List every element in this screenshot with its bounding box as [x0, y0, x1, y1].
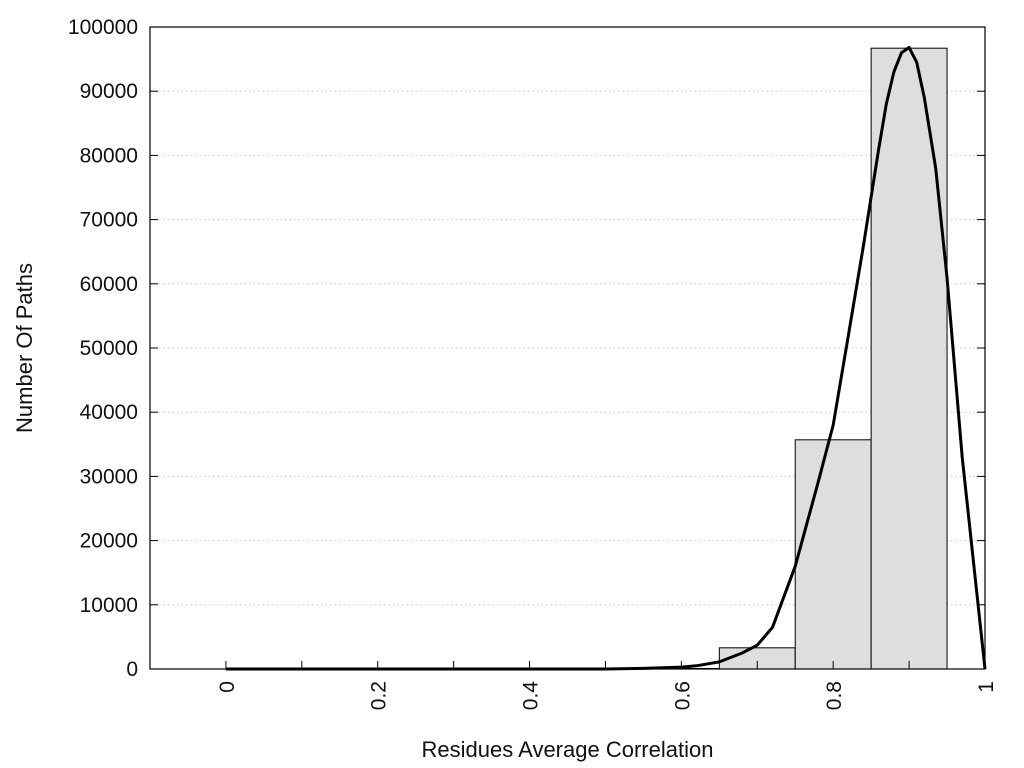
- ticks: [150, 26, 986, 670]
- y-tick-label-4: 40000: [80, 401, 138, 424]
- y-tick-labels: 0 10000 20000 30000 40000 50000 60000 70000 8000…: [68, 16, 138, 681]
- x-tick-label-1: 0.2: [368, 681, 391, 710]
- x-tick-label-3: 0.6: [671, 681, 694, 710]
- y-tick-label-10: 100000: [68, 16, 138, 39]
- y-tick-label-9: 90000: [80, 80, 138, 103]
- x-tick-label-2: 0.4: [520, 681, 543, 711]
- x-tick-label-4: 0.8: [823, 681, 846, 710]
- bar-2: [870, 47, 948, 670]
- x-tick-labels: 0 0.2 0.4 0.6 0.8 1: [216, 681, 998, 711]
- x-tick-label-5: 1: [975, 681, 998, 693]
- x-axis-label: Residues Average Correlation: [422, 737, 714, 762]
- y-tick-label-7: 70000: [80, 209, 138, 232]
- y-tick-label-8: 80000: [80, 144, 138, 167]
- y-tick-label-1: 10000: [80, 594, 138, 617]
- y-tick-label-5: 50000: [80, 337, 138, 360]
- y-tick-label-0: 0: [126, 658, 138, 681]
- bars: [225, 47, 948, 670]
- y-tick-label-3: 30000: [80, 465, 138, 488]
- y-tick-label-6: 60000: [80, 273, 138, 296]
- y-tick-label-2: 20000: [80, 530, 138, 553]
- y-axis-label: Number Of Paths: [12, 263, 37, 433]
- bar-1: [794, 439, 872, 670]
- x-tick-label-0: 0: [216, 681, 239, 693]
